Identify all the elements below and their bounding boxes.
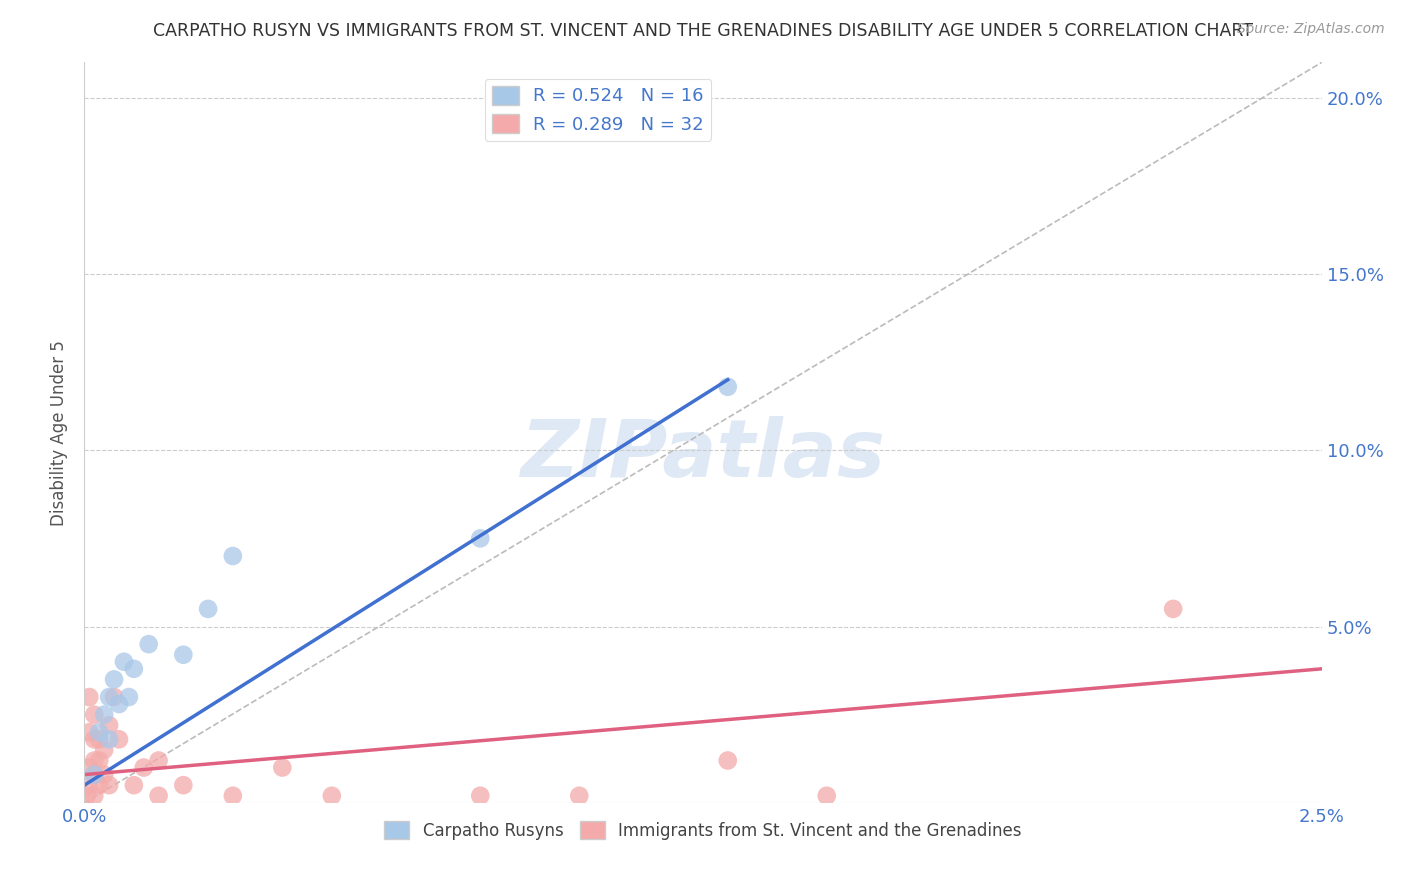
Point <box>172 648 194 662</box>
Point <box>470 789 492 803</box>
Point <box>93 707 115 722</box>
Point <box>222 549 245 563</box>
Point <box>172 778 194 792</box>
Point <box>815 789 838 803</box>
Point <box>79 760 101 774</box>
Point <box>93 767 115 781</box>
Point <box>76 789 98 803</box>
Point <box>89 725 111 739</box>
Point <box>122 662 145 676</box>
Point <box>321 789 343 803</box>
Point <box>83 754 105 768</box>
Y-axis label: Disability Age Under 5: Disability Age Under 5 <box>51 340 69 525</box>
Point <box>717 380 740 394</box>
Text: ZIPatlas: ZIPatlas <box>520 416 886 494</box>
Point <box>222 789 245 803</box>
Point <box>112 655 135 669</box>
Point <box>103 690 125 704</box>
Point <box>93 743 115 757</box>
Point <box>148 789 170 803</box>
Point <box>108 732 131 747</box>
Point <box>98 690 121 704</box>
Point <box>568 789 591 803</box>
Point <box>98 778 121 792</box>
Point <box>83 767 105 781</box>
Point <box>717 754 740 768</box>
Point <box>122 778 145 792</box>
Point <box>103 673 125 687</box>
Point <box>83 789 105 803</box>
Text: Source: ZipAtlas.com: Source: ZipAtlas.com <box>1237 22 1385 37</box>
Point <box>108 697 131 711</box>
Point <box>98 732 121 747</box>
Point <box>470 532 492 546</box>
Point <box>118 690 141 704</box>
Point <box>89 778 111 792</box>
Point <box>79 690 101 704</box>
Point <box>83 767 105 781</box>
Point <box>271 760 294 774</box>
Point <box>138 637 160 651</box>
Legend: Carpatho Rusyns, Immigrants from St. Vincent and the Grenadines: Carpatho Rusyns, Immigrants from St. Vin… <box>378 814 1028 847</box>
Point <box>83 732 105 747</box>
Point <box>83 707 105 722</box>
Point <box>197 602 219 616</box>
Point <box>132 760 155 774</box>
Point <box>89 732 111 747</box>
Point <box>89 754 111 768</box>
Point <box>98 718 121 732</box>
Point <box>1161 602 1184 616</box>
Point <box>79 778 101 792</box>
Text: CARPATHO RUSYN VS IMMIGRANTS FROM ST. VINCENT AND THE GRENADINES DISABILITY AGE : CARPATHO RUSYN VS IMMIGRANTS FROM ST. VI… <box>153 22 1253 40</box>
Point <box>148 754 170 768</box>
Point <box>79 725 101 739</box>
